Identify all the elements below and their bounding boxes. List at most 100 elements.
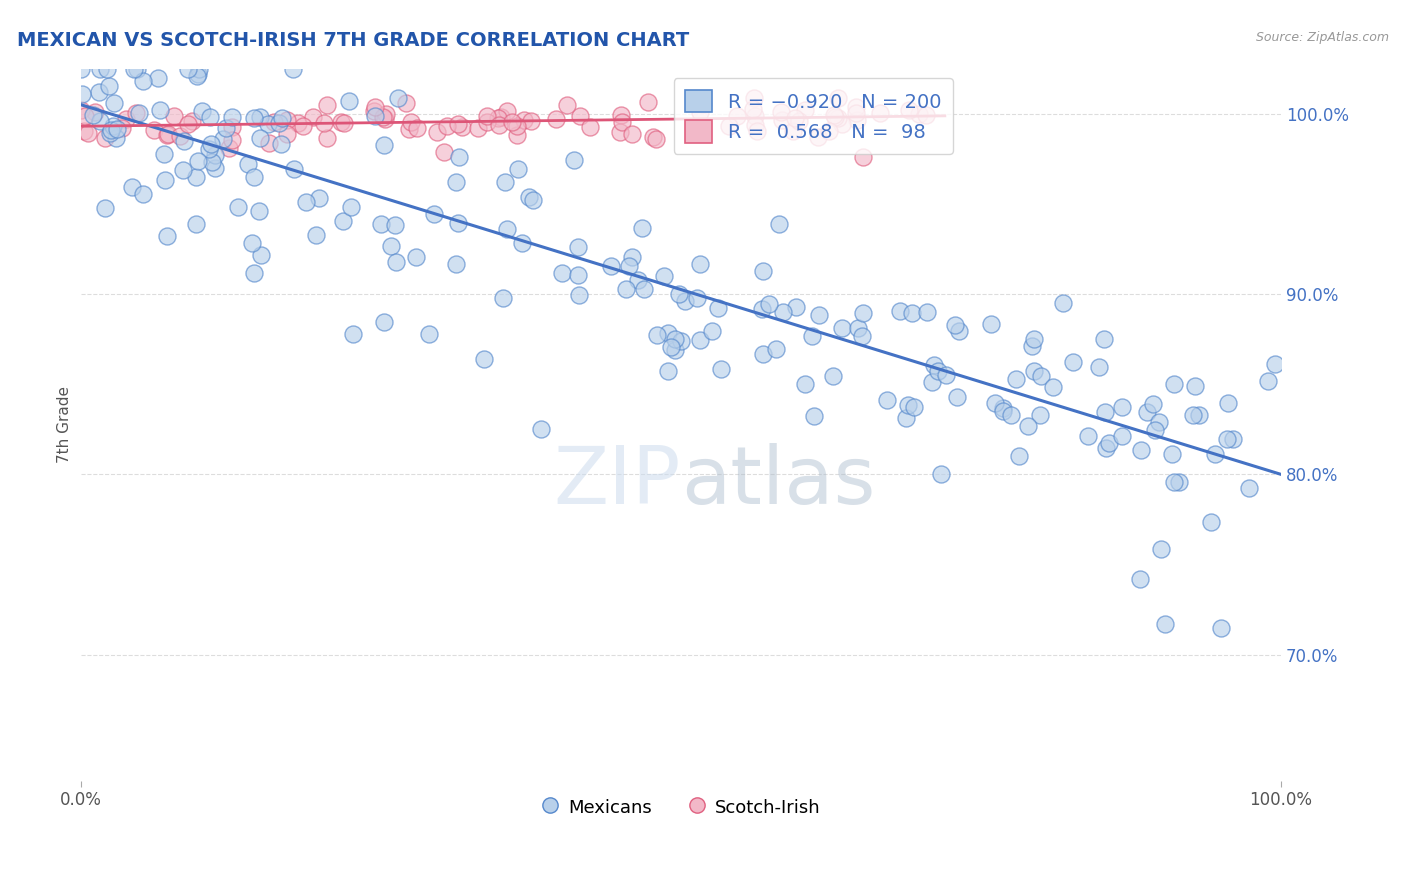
Point: [82, 108, 104, 122]
Point: [785, 111, 807, 125]
Point: [741, 102, 763, 116]
Point: [156, 128, 179, 142]
Point: [433, 145, 456, 159]
Point: [1184, 379, 1206, 393]
Point: [1163, 376, 1185, 391]
Point: [675, 293, 697, 308]
Point: [240, 235, 263, 250]
Point: [380, 239, 402, 253]
Point: [449, 150, 471, 164]
Point: [744, 109, 766, 123]
Point: [371, 110, 394, 124]
Point: [363, 103, 385, 118]
Point: [153, 147, 176, 161]
Point: [276, 113, 298, 128]
Point: [302, 111, 325, 125]
Point: [823, 108, 845, 122]
Point: [363, 109, 385, 123]
Point: [488, 118, 510, 132]
Point: [845, 106, 868, 120]
Point: [643, 129, 665, 144]
Point: [191, 103, 214, 118]
Point: [467, 121, 489, 136]
Point: [506, 162, 529, 177]
Point: [510, 235, 533, 250]
Point: [520, 113, 543, 128]
Point: [316, 131, 339, 145]
Point: [267, 116, 290, 130]
Point: [1029, 409, 1052, 423]
Point: [801, 329, 824, 343]
Point: [668, 287, 690, 301]
Point: [807, 129, 830, 144]
Point: [201, 154, 224, 169]
Point: [903, 400, 925, 414]
Point: [637, 95, 659, 110]
Point: [1017, 419, 1039, 434]
Point: [187, 62, 209, 76]
Point: [243, 112, 266, 126]
Point: [1237, 481, 1260, 495]
Point: [257, 136, 280, 150]
Point: [384, 219, 406, 233]
Point: [617, 259, 640, 273]
Point: [103, 96, 125, 111]
Point: [827, 91, 849, 105]
Point: [69, 62, 91, 76]
Point: [921, 375, 943, 389]
Point: [249, 131, 271, 145]
Point: [226, 200, 249, 214]
Point: [633, 282, 655, 296]
Point: [96, 62, 118, 76]
Point: [1204, 447, 1226, 461]
Point: [852, 306, 875, 320]
Point: [198, 110, 221, 124]
Point: [373, 138, 395, 153]
Point: [426, 125, 449, 139]
Point: [489, 110, 512, 124]
Legend: Mexicans, Scotch-Irish: Mexicans, Scotch-Irish: [534, 789, 828, 825]
Point: [149, 103, 172, 117]
Point: [770, 113, 793, 128]
Point: [221, 133, 243, 147]
Point: [1181, 408, 1204, 422]
Point: [1008, 450, 1031, 464]
Point: [1154, 616, 1177, 631]
Point: [1095, 441, 1118, 455]
Point: [794, 103, 817, 118]
Point: [544, 112, 567, 126]
Point: [204, 148, 226, 162]
Point: [94, 201, 117, 215]
Point: [200, 137, 222, 152]
Point: [725, 109, 748, 123]
Point: [631, 220, 654, 235]
Point: [1111, 400, 1133, 414]
Point: [1136, 405, 1159, 419]
Point: [782, 124, 804, 138]
Point: [243, 266, 266, 280]
Point: [249, 110, 271, 124]
Point: [689, 105, 711, 120]
Point: [418, 326, 440, 341]
Point: [579, 120, 602, 135]
Point: [1168, 475, 1191, 490]
Point: [247, 204, 270, 219]
Point: [758, 297, 780, 311]
Point: [1209, 621, 1232, 635]
Point: [1088, 360, 1111, 375]
Point: [567, 240, 589, 254]
Point: [101, 120, 124, 134]
Point: [89, 113, 111, 128]
Point: [423, 207, 446, 221]
Point: [669, 334, 692, 348]
Point: [177, 62, 200, 76]
Point: [221, 120, 243, 135]
Point: [787, 114, 810, 128]
Point: [295, 195, 318, 210]
Point: [980, 317, 1002, 331]
Point: [517, 190, 540, 204]
Point: [794, 376, 817, 391]
Point: [180, 114, 202, 128]
Point: [772, 305, 794, 319]
Point: [689, 334, 711, 348]
